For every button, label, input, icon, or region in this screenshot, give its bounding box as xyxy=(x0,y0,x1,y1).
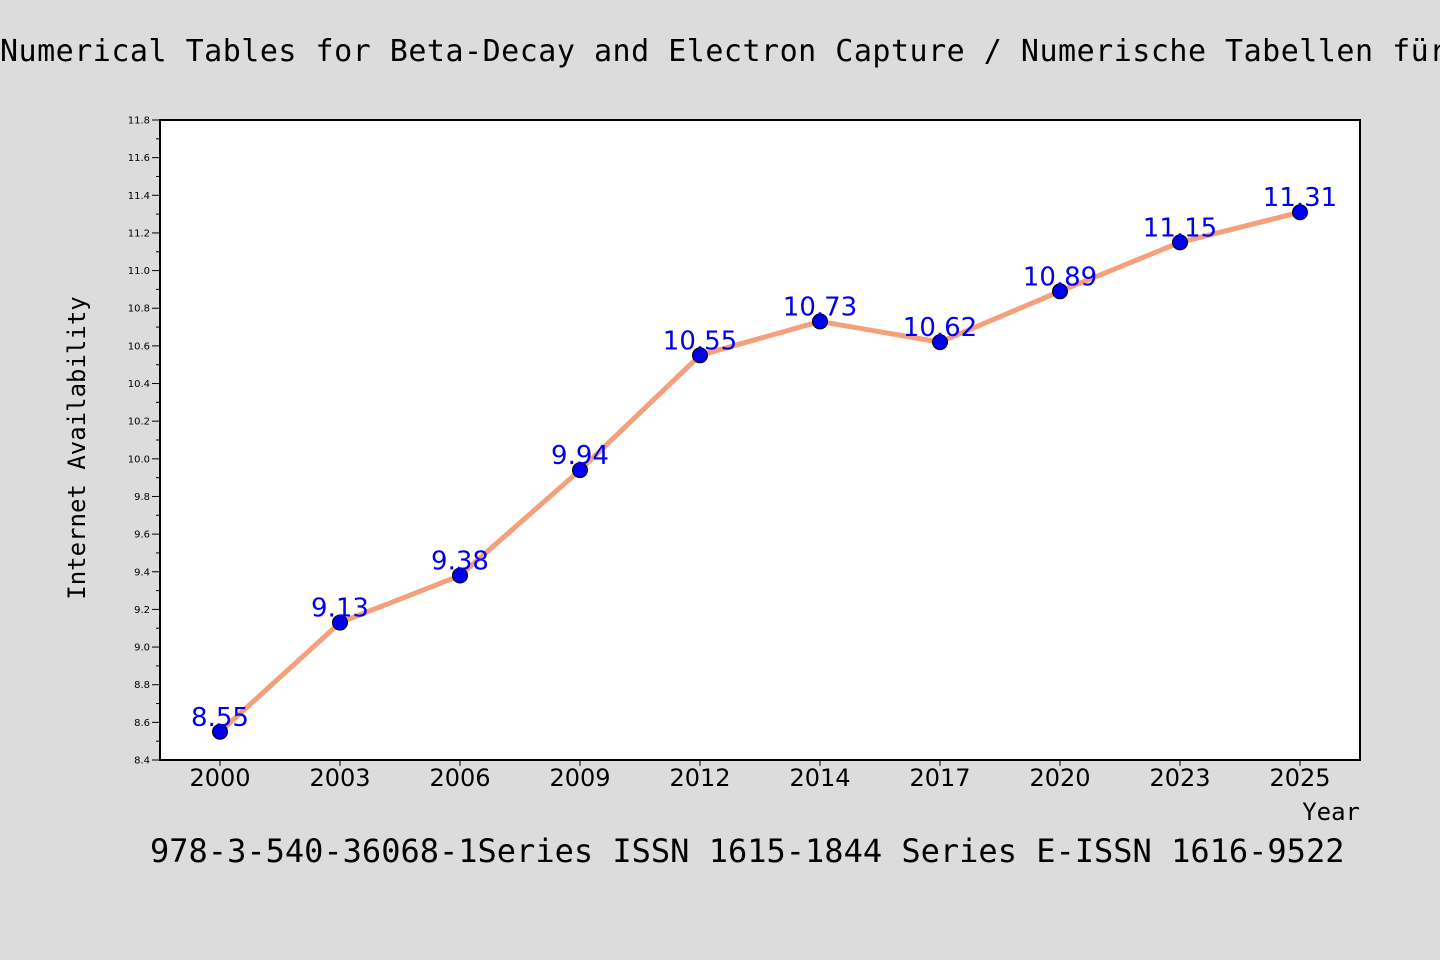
y-tick-label: 11.4 xyxy=(128,191,150,202)
x-tick-label: 2003 xyxy=(309,764,370,792)
data-point xyxy=(692,347,708,364)
data-label: 8.55 xyxy=(191,703,249,733)
data-point xyxy=(812,313,828,330)
y-tick-label: 9.8 xyxy=(134,492,150,503)
data-point xyxy=(452,567,468,584)
chart-title: Numerical Tables for Beta-Decay and Elec… xyxy=(0,34,1440,69)
data-label: 9.38 xyxy=(431,547,489,577)
data-label: 9.94 xyxy=(551,441,609,471)
x-tick-label: 2017 xyxy=(909,764,970,792)
data-point xyxy=(932,334,948,351)
y-tick-label: 9.4 xyxy=(134,567,150,578)
data-point xyxy=(212,723,228,740)
data-label: 11.15 xyxy=(1143,213,1217,243)
y-tick-label: 11.0 xyxy=(128,266,150,277)
data-point xyxy=(1052,283,1068,300)
x-tick-label: 2025 xyxy=(1269,764,1330,792)
x-tick-label: 2009 xyxy=(549,764,610,792)
data-point xyxy=(572,462,588,479)
x-tick-label: 2012 xyxy=(669,764,730,792)
y-tick-label: 11.2 xyxy=(128,228,150,239)
y-tick-label: 10.4 xyxy=(128,379,150,390)
y-tick-label: 9.6 xyxy=(134,530,150,541)
data-label: 10.55 xyxy=(663,326,737,356)
y-tick-label: 11.8 xyxy=(128,116,150,127)
series-line xyxy=(217,209,1303,735)
series-layer: 8.55 9.13 9.38 9.94 10.55 10.73 10.62 10.89 11.1… xyxy=(191,183,1337,740)
data-point xyxy=(332,614,348,631)
y-tick-label: 8.8 xyxy=(134,680,150,691)
chart-subtitle: 978-3-540-36068-1Series ISSN 1615-1844 S… xyxy=(150,832,1345,870)
y-tick-label: 8.4 xyxy=(134,756,150,767)
data-label: 11.31 xyxy=(1263,183,1337,213)
y-tick-label: 9.2 xyxy=(134,605,150,616)
x-tick-label: 2006 xyxy=(429,764,490,792)
data-point xyxy=(1172,234,1188,251)
y-tick-label: 8.6 xyxy=(134,718,150,729)
plot-frame xyxy=(159,119,1361,761)
x-tick-label: 2023 xyxy=(1149,764,1210,792)
y-axis-label: Internet Availability xyxy=(63,296,91,599)
data-label: 9.13 xyxy=(311,594,369,624)
x-tick-label: 2020 xyxy=(1029,764,1090,792)
y-tick-label: 10.0 xyxy=(128,454,150,465)
x-tick-label: 2014 xyxy=(789,764,850,792)
y-axis: 8.4 8.6 8.8 9.0 9.2 9.4 9.6 9.8 10.0 10.2 10.4 10.6… xyxy=(128,116,160,767)
x-axis: 2000 2003 2006 2009 2012 2014 2017 2020 2023 2025 xyxy=(189,760,1331,792)
x-tick-label: 2000 xyxy=(189,764,250,792)
plot-area xyxy=(160,120,1360,760)
data-label: 10.73 xyxy=(783,292,857,322)
y-tick-label: 11.6 xyxy=(128,153,150,164)
y-tick-label: 10.8 xyxy=(128,304,150,315)
y-tick-label: 10.6 xyxy=(128,341,150,352)
y-tick-label: 9.0 xyxy=(134,643,150,654)
x-axis-label: Year xyxy=(1302,798,1360,826)
data-point xyxy=(1292,204,1308,221)
data-label: 10.62 xyxy=(903,313,977,343)
data-label: 10.89 xyxy=(1023,262,1097,292)
y-tick-label: 10.2 xyxy=(128,417,150,428)
